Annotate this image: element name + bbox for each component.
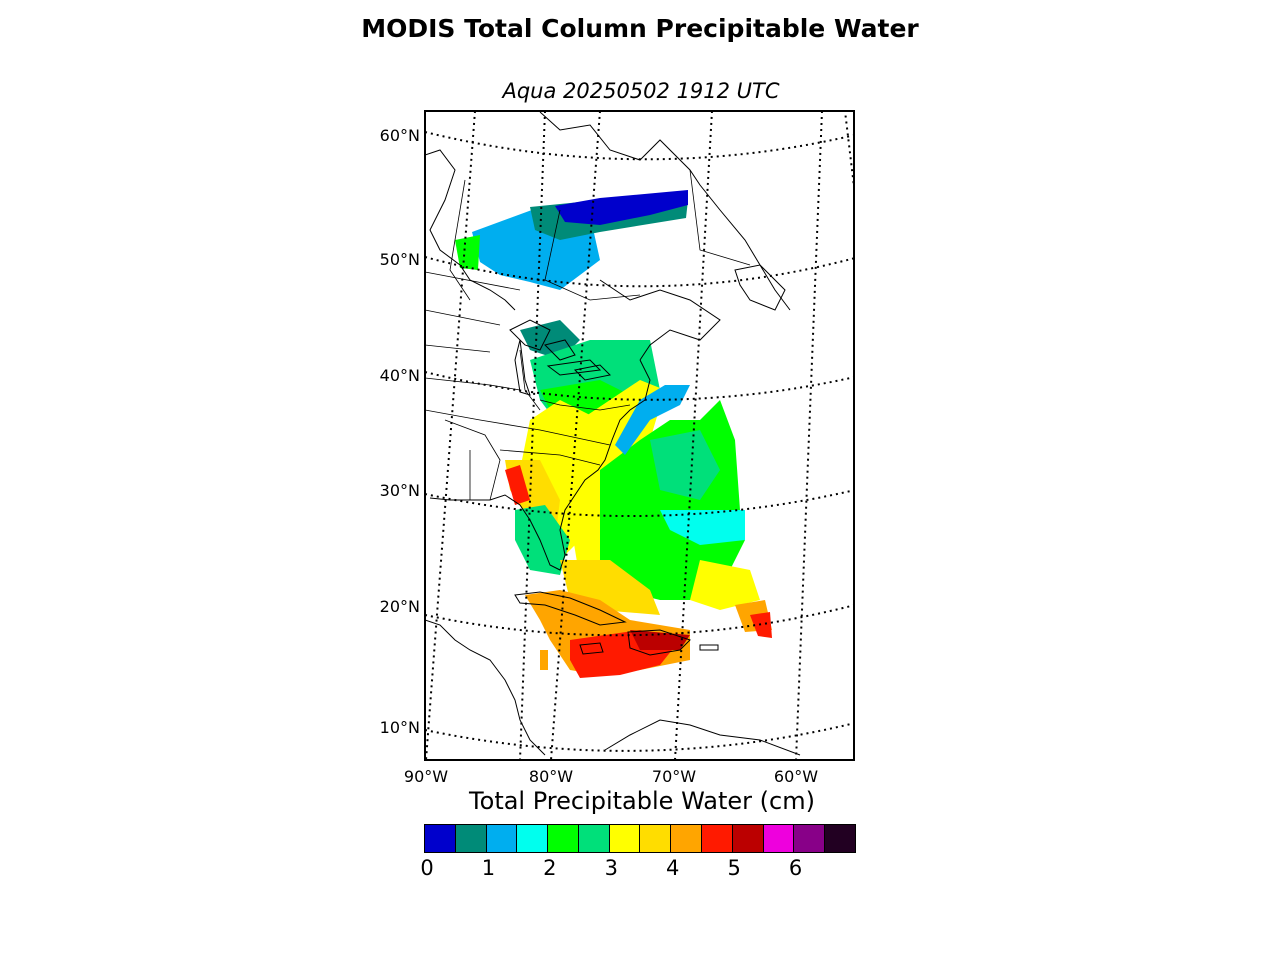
- swath-atlantic-green-b: [650, 430, 720, 500]
- lat-label-50n: 50°N: [380, 250, 420, 269]
- yucatan-coast: [425, 619, 546, 756]
- colorbar-swatch: [425, 825, 456, 852]
- meridian-85w: [519, 111, 546, 760]
- lon-label-70w: 70°W: [652, 767, 696, 786]
- lat-label-40n: 40°N: [380, 366, 420, 385]
- parallel-40n: [425, 371, 854, 401]
- meridian-70w: [674, 111, 713, 760]
- boundary-line: [539, 399, 631, 411]
- swath-atlantic-cyan: [660, 510, 745, 545]
- parallel-20n: [425, 604, 854, 637]
- colorbar-tick-label: 5: [727, 856, 741, 880]
- swath-florida-green: [515, 505, 570, 575]
- meridian-90w: [425, 111, 476, 760]
- colorbar-swatch: [486, 825, 518, 852]
- south-america-coast: [604, 719, 801, 756]
- swath-atlantic-yellow-south: [690, 560, 760, 610]
- longitude-labels: 90°W 80°W 70°W 60°W: [404, 767, 818, 786]
- boundary-line: [689, 169, 751, 266]
- puerto-rico-coast: [699, 644, 719, 651]
- newfoundland-coast: [734, 264, 786, 311]
- colorbar-swatch: [455, 825, 487, 852]
- colorbar-tick-label: 3: [604, 856, 618, 880]
- lat-label-10n: 10°N: [380, 718, 420, 737]
- chart-subtitle: Aqua 20250502 1912 UTC: [502, 79, 780, 103]
- lon-label-80w: 80°W: [529, 767, 573, 786]
- lat-label-20n: 20°N: [380, 597, 420, 616]
- lat-label-30n: 30°N: [380, 481, 420, 500]
- precip-water-data: [455, 190, 772, 678]
- lake-michigan: [514, 339, 531, 396]
- boundary-line: [544, 209, 641, 301]
- boundary-line: [425, 271, 521, 291]
- boundary-line: [425, 409, 611, 446]
- great-lakes: [509, 319, 612, 381]
- boundary-line: [449, 179, 471, 301]
- colorbar-tick-label: 6: [788, 856, 803, 880]
- colorbar-swatch: [825, 825, 855, 852]
- parallel-10n: [425, 722, 854, 752]
- parallel-30n: [425, 489, 854, 518]
- colorbar-swatch: [640, 825, 672, 852]
- chart-title: MODIS Total Column Precipitable Water: [361, 14, 919, 43]
- boundary-line: [444, 419, 501, 501]
- colorbar-swatch: [763, 825, 795, 852]
- parallel-50n: [425, 256, 854, 288]
- meridian-50w: [844, 111, 854, 196]
- hispaniola-coast: [627, 629, 691, 656]
- colorbar-swatch: [609, 825, 641, 852]
- lon-label-60w: 60°W: [774, 767, 818, 786]
- colorbar-swatch: [671, 825, 703, 852]
- political-boundaries: [425, 169, 751, 501]
- great-lakes-chain: [546, 359, 602, 376]
- swath-gulfstream-cyan: [615, 385, 690, 455]
- lon-label-90w: 90°W: [404, 767, 448, 786]
- swath-isolated-orange: [540, 650, 548, 670]
- map-frame: [424, 110, 855, 761]
- boundary-line: [425, 344, 491, 353]
- colorbar-swatch: [732, 825, 764, 852]
- swath-southeast-red: [505, 465, 530, 505]
- hudson-bay-coast: [425, 149, 516, 311]
- boundary-line: [425, 309, 501, 326]
- colorbar-swatch: [548, 825, 579, 852]
- colorbar-swatch: [517, 825, 549, 852]
- colorbar-tick-label: 0: [420, 856, 434, 880]
- swath-north-blue: [555, 190, 688, 225]
- meridian-60w: [795, 111, 823, 760]
- gulf-stlawrence-coast: [599, 279, 721, 361]
- boundary-line: [499, 449, 601, 466]
- east-coast: [429, 359, 651, 571]
- boundary-line: [519, 349, 541, 411]
- colorbar-swatch: [794, 825, 826, 852]
- colorbar-title: Total Precipitable Water (cm): [469, 787, 815, 815]
- jamaica-coast: [579, 642, 604, 655]
- colorbar-swatch: [578, 825, 610, 852]
- colorbar-tick-label: 4: [666, 856, 680, 880]
- colorbar-tick-label: 2: [543, 856, 557, 880]
- cuba-coast: [514, 591, 627, 626]
- latitude-labels: 60°N 50°N 40°N 30°N 20°N 10°N: [380, 126, 420, 737]
- colorbar-swatch: [702, 825, 733, 852]
- colorbar-tick-label: 1: [481, 856, 496, 880]
- parallel-60n: [425, 131, 854, 161]
- colorbar: [424, 824, 856, 853]
- map-panel: [425, 111, 854, 760]
- swath-north-green: [455, 235, 480, 270]
- graticule: [425, 111, 854, 760]
- meridian-80w: [550, 111, 601, 760]
- lat-label-60n: 60°N: [380, 126, 420, 145]
